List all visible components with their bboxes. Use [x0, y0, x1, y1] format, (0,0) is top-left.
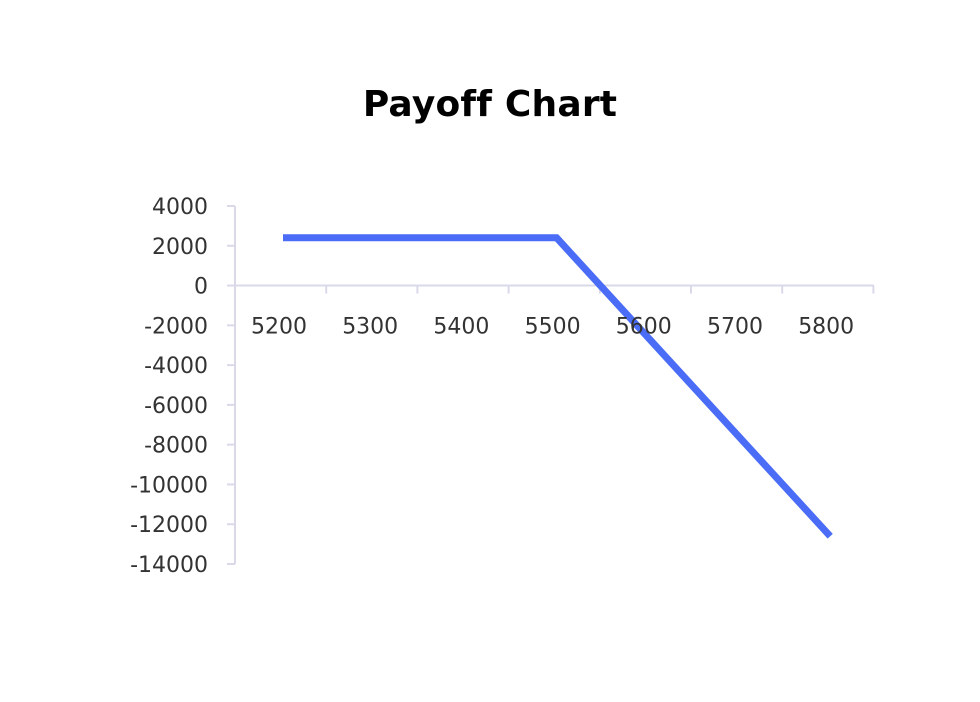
x-tick-label: 5200 [251, 315, 307, 340]
y-tick-label: -6000 [144, 394, 208, 419]
x-tick-label: 5400 [433, 315, 489, 340]
x-tick-label: 5600 [616, 315, 672, 340]
y-tick-label: -8000 [144, 434, 208, 459]
x-tick-label: 5500 [525, 315, 581, 340]
chart-title: Payoff Chart [362, 84, 618, 125]
payoff-series-line [283, 234, 833, 539]
y-tick-label: 2000 [152, 235, 208, 260]
y-tick-label: 0 [194, 275, 208, 300]
series-layer [282, 234, 833, 539]
y-tick-label: -4000 [144, 354, 208, 379]
x-tick-label: 5800 [798, 315, 854, 340]
y-tick-label: -12000 [130, 513, 208, 538]
x-tick-label: 5300 [342, 315, 398, 340]
axes-layer [227, 205, 875, 565]
y-tick-label: -14000 [130, 553, 208, 578]
tick-labels-layer: 4000 2000 0 -2000 -4000 -6000 -8000 -10000 -1200… [130, 195, 854, 578]
y-tick-label: 4000 [152, 195, 208, 220]
y-tick-label: -2000 [144, 314, 208, 339]
x-tick-label: 5700 [707, 315, 763, 340]
y-tick-label: -10000 [130, 473, 208, 498]
